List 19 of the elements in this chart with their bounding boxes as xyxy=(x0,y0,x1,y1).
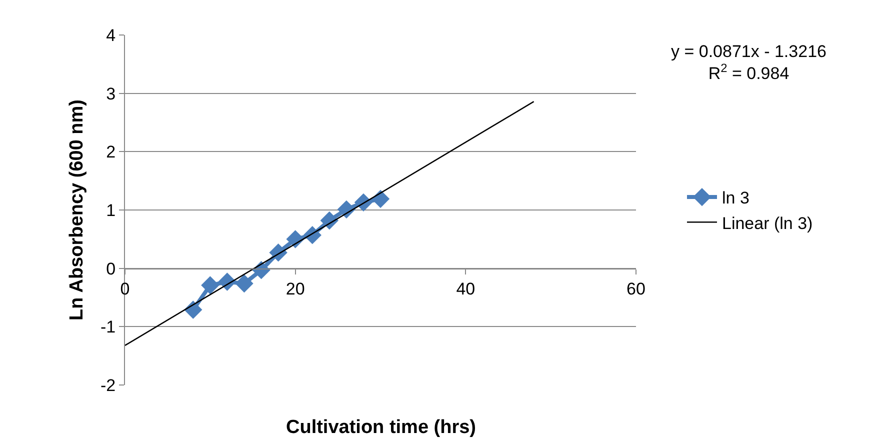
y-axis-title: Ln Absorbency (600 nm) xyxy=(66,99,88,321)
point xyxy=(371,190,390,208)
x-tick-label: 0 xyxy=(120,280,130,299)
y-tick-label: 3 xyxy=(106,84,116,104)
point xyxy=(235,274,254,293)
y-tick-label: 0 xyxy=(106,259,116,278)
y-tick-label: 4 xyxy=(106,26,116,45)
legend-label: ln 3 xyxy=(722,188,750,208)
y-tick-label: 1 xyxy=(106,200,116,220)
point xyxy=(201,276,220,294)
text: y = 0.0871x - 1.3216 R$^{2}$ = 0.984 xyxy=(671,42,826,84)
x-tick-label: 60 xyxy=(626,280,646,299)
y-tick-label: -2 xyxy=(100,376,116,395)
y-tick-label: -1 xyxy=(100,318,116,337)
x-tick-label: 20 xyxy=(286,280,305,299)
x-axis-title: Cultivation time (hrs) xyxy=(286,417,476,438)
legend-label: Linear (ln 3) xyxy=(722,214,813,233)
x-tick-label: 40 xyxy=(456,280,476,299)
y-tick-label: 2 xyxy=(106,142,116,162)
